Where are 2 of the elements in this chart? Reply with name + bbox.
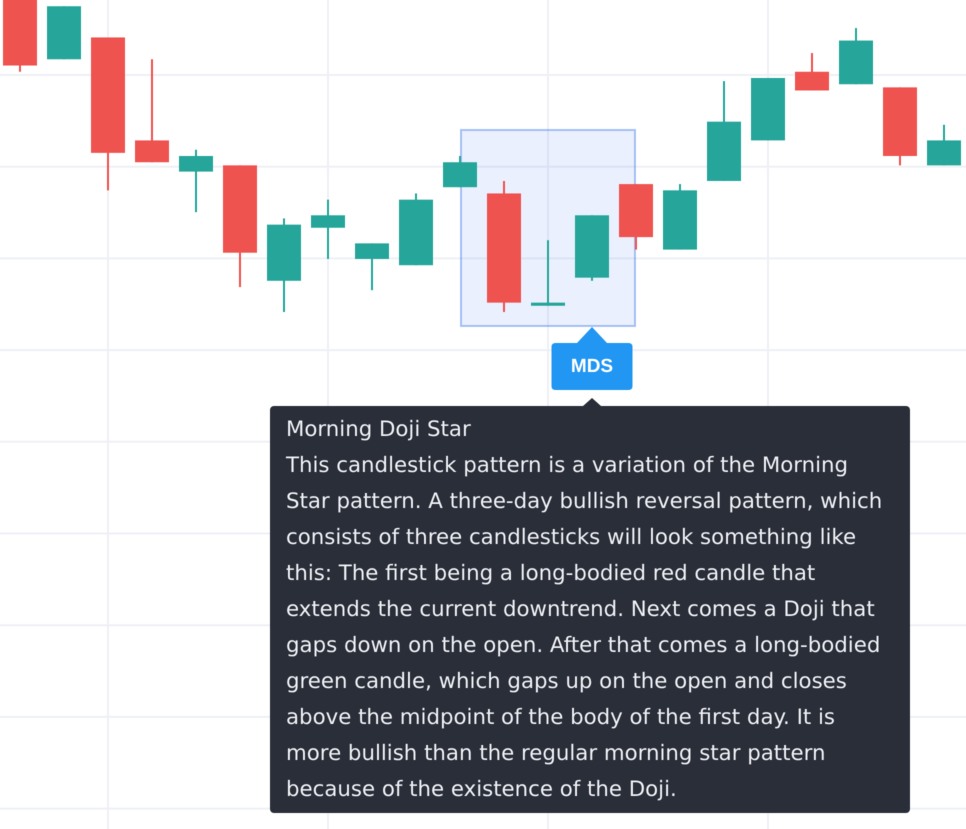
text: MDS xyxy=(570,356,614,377)
candlestick xyxy=(530,239,566,307)
